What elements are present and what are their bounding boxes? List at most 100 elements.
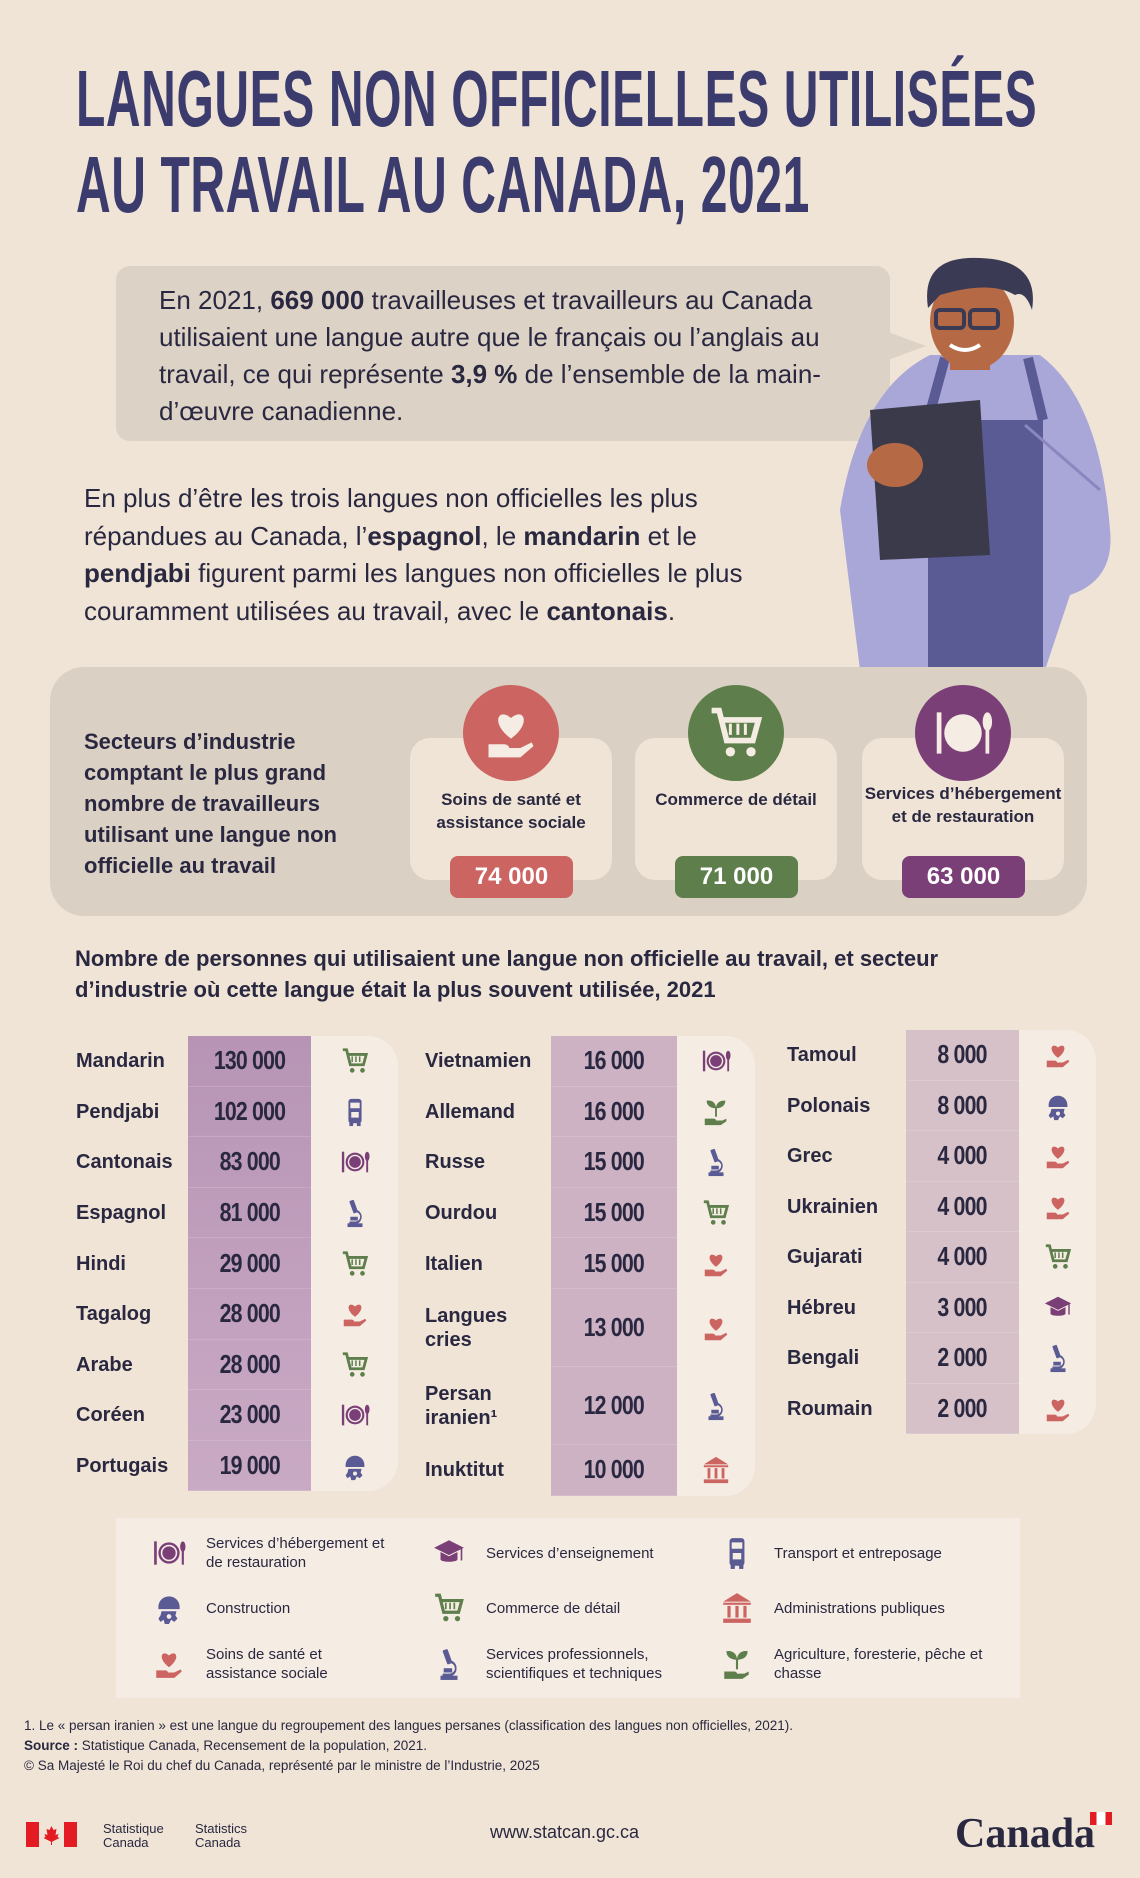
intro-paragraph: En plus d’être les trois langues non off… — [84, 483, 743, 626]
worker-illustration — [840, 257, 1111, 670]
table-row-name: Grec — [787, 1145, 833, 1168]
legend-item: Soins de santé et assistance sociale — [152, 1646, 391, 1682]
table-row-value: 8 000 — [906, 1081, 1019, 1131]
micro-icon — [1043, 1343, 1073, 1373]
table-row-value: 29 000 — [188, 1238, 311, 1289]
canada-flag-icon — [26, 1822, 77, 1847]
table-row-sector — [311, 1036, 398, 1087]
table-row-name: Inuktitut — [425, 1459, 504, 1482]
legend-label: Transport et entreposage — [774, 1544, 942, 1562]
statcan-fr: Statistique Canada — [103, 1821, 164, 1850]
table-row-sector — [311, 1137, 398, 1188]
table-row-name: Allemand — [425, 1100, 516, 1123]
table-row-sector — [677, 1137, 755, 1188]
table-row-value: 10 000 — [551, 1445, 677, 1496]
table-row-value: 8 000 — [906, 1030, 1019, 1081]
table-row-name: Coréen — [76, 1404, 145, 1427]
table-row-value: 16 000 — [551, 1036, 677, 1087]
table-row-sector — [677, 1036, 755, 1087]
table-row-sector — [677, 1087, 755, 1138]
table-row-value: 2 000 — [906, 1384, 1019, 1434]
table-row-sector — [1019, 1131, 1096, 1182]
cart-icon — [706, 703, 766, 763]
micro-icon — [701, 1147, 731, 1177]
plate-icon — [340, 1147, 370, 1177]
heart-icon — [481, 703, 541, 763]
heart-icon — [1043, 1040, 1073, 1070]
plant-icon — [701, 1097, 731, 1127]
sector-value: 71 000 — [675, 856, 798, 898]
table-row-value: 28 000 — [188, 1289, 311, 1340]
legend-item: Commerce de détail — [432, 1590, 686, 1626]
legend-item: Transport et entreposage — [720, 1535, 984, 1571]
table-row-value: 28 000 — [188, 1340, 311, 1391]
value-column-bg — [551, 1036, 677, 1496]
heart-icon — [701, 1249, 731, 1279]
table-row-value: 2 000 — [906, 1333, 1019, 1384]
page-title: LANGUES NON OFFICIELLES UTILISÉES AU TRAV… — [76, 54, 1038, 229]
table-row-value: 16 000 — [551, 1087, 677, 1138]
table-row-sector — [311, 1340, 398, 1391]
heart-icon — [152, 1647, 186, 1681]
table-row-name: Italien — [425, 1252, 483, 1275]
plate-icon — [933, 703, 993, 763]
table-row-value: 19 000 — [188, 1441, 311, 1492]
table-row-value: 3 000 — [906, 1283, 1019, 1333]
table-row-name: Bengali — [787, 1347, 860, 1370]
table-row-sector — [677, 1289, 755, 1367]
table-row-sector — [677, 1445, 755, 1496]
website-link[interactable]: www.statcan.gc.ca — [490, 1822, 640, 1842]
legend-item: Services d’enseignement — [432, 1535, 686, 1571]
sector-label: Soins de santé et assistance sociale — [436, 790, 586, 832]
canada-wordmark: Canada — [955, 1811, 1096, 1857]
statcan-en: Statistics Canada — [195, 1821, 248, 1850]
table-row-sector — [677, 1188, 755, 1239]
table-row-name: Tamoul — [787, 1044, 857, 1067]
gov-icon — [701, 1455, 731, 1485]
table-row-value: 15 000 — [551, 1137, 677, 1188]
plate-icon — [152, 1536, 186, 1570]
table-row-name: Langues cries — [425, 1305, 508, 1351]
table-row-sector — [1019, 1232, 1096, 1283]
table-row-sector — [677, 1367, 755, 1445]
heart-icon — [701, 1313, 731, 1343]
legend-label: Commerce de détail — [486, 1599, 621, 1617]
table-row-value: 83 000 — [188, 1137, 311, 1188]
value-column-bg — [906, 1030, 1019, 1434]
table-row-value: 13 000 — [551, 1289, 677, 1367]
legend-item: Administrations publiques — [720, 1590, 984, 1626]
table-row-name: Cantonais — [76, 1151, 173, 1174]
table-row-value: 102 000 — [188, 1087, 311, 1138]
legend-label: Services professionnels, scientifiques e… — [486, 1646, 662, 1682]
sector-label: Services d’hébergement et de restauratio… — [864, 784, 1062, 826]
legend-label: Services d’hébergement et de restauratio… — [206, 1535, 385, 1571]
sectors-heading: Secteurs d’industrie comptant le plus gr… — [84, 729, 337, 878]
micro-icon — [340, 1198, 370, 1228]
plate-icon — [701, 1046, 731, 1076]
table-row-sector — [311, 1441, 398, 1492]
table-row-name: Russe — [425, 1151, 486, 1174]
legend-item: Services d’hébergement et de restauratio… — [152, 1535, 391, 1571]
sector-icon-circle — [915, 685, 1011, 781]
sector-icon-circle — [463, 685, 559, 781]
heart-icon — [1043, 1192, 1073, 1222]
table-row-name: Polonais — [787, 1094, 871, 1117]
legend-label: Services d’enseignement — [486, 1544, 654, 1562]
table-row-value: 23 000 — [188, 1390, 311, 1441]
sector-value: 63 000 — [902, 856, 1025, 898]
heart-icon — [1043, 1141, 1073, 1171]
table-row-sector — [311, 1087, 398, 1138]
table-row-sector — [1019, 1333, 1096, 1384]
sector-icon-circle — [688, 685, 784, 781]
plate-icon — [340, 1400, 370, 1430]
table-row-value: 12 000 — [551, 1367, 677, 1445]
table-row-sector — [1019, 1283, 1096, 1334]
legend-item: Construction — [152, 1590, 391, 1626]
micro-icon — [701, 1391, 731, 1421]
source: Source : Statistique Canada, Recensement… — [24, 1738, 428, 1753]
truck-icon — [340, 1097, 370, 1127]
intro-speech-bubble: En 2021, 669 000 travailleuses et travai… — [116, 266, 926, 441]
legend-item: Services professionnels, scientifiques e… — [432, 1646, 686, 1682]
table-row-name: Gujarati — [787, 1246, 863, 1269]
table-row-name: Hindi — [76, 1252, 126, 1275]
